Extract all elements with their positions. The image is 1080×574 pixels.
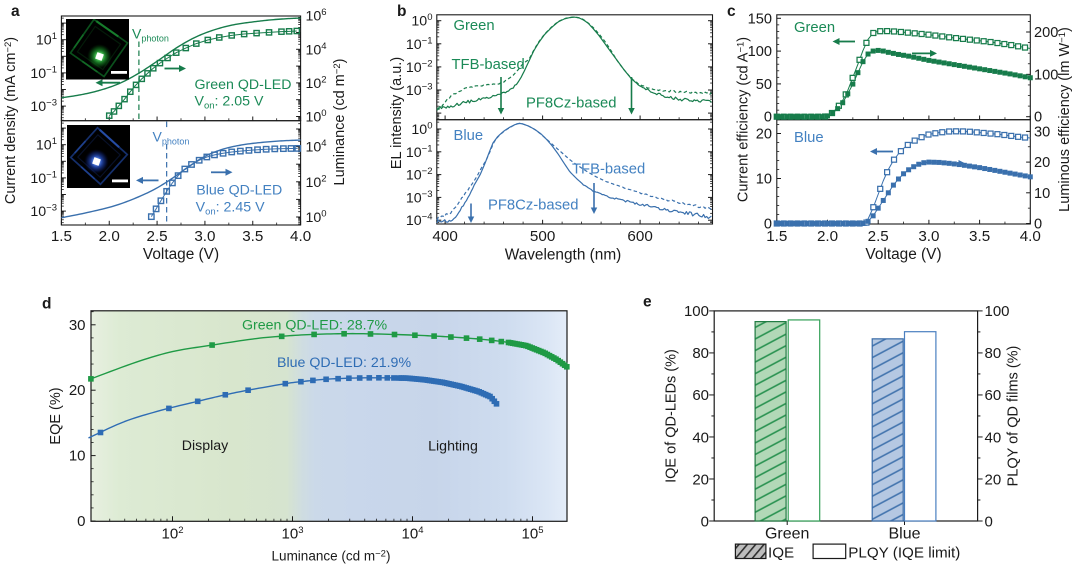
svg-text:Voltage (V): Voltage (V) <box>143 246 219 263</box>
svg-text:Current density (mA cm−2): Current density (mA cm−2) <box>3 37 19 204</box>
svg-text:100: 100 <box>684 303 709 320</box>
svg-text:Green QD-LED: Green QD-LED <box>195 77 292 93</box>
svg-text:30: 30 <box>69 317 86 334</box>
svg-text:Luminance (cd m−2): Luminance (cd m−2) <box>272 549 391 564</box>
svg-text:b: b <box>397 3 406 20</box>
svg-text:80: 80 <box>985 345 1002 362</box>
svg-text:EQE (%): EQE (%) <box>48 387 64 444</box>
svg-text:3.5: 3.5 <box>969 228 990 245</box>
svg-text:0: 0 <box>985 513 993 530</box>
svg-text:PF8Cz-based: PF8Cz-based <box>526 96 616 112</box>
svg-text:Blue: Blue <box>794 130 824 146</box>
svg-text:2.0: 2.0 <box>99 228 120 245</box>
svg-text:2.0: 2.0 <box>817 228 838 245</box>
svg-text:e: e <box>643 294 652 311</box>
svg-text:Wavelength (nm): Wavelength (nm) <box>505 247 622 264</box>
svg-text:Blue: Blue <box>888 525 920 542</box>
svg-text:600: 600 <box>627 228 652 245</box>
svg-text:4.0: 4.0 <box>290 228 311 245</box>
svg-text:TFB-based: TFB-based <box>452 57 525 73</box>
svg-text:3.0: 3.0 <box>194 228 215 245</box>
svg-text:Green: Green <box>794 20 835 36</box>
svg-text:10: 10 <box>1034 186 1050 202</box>
svg-text:500: 500 <box>530 228 555 245</box>
svg-text:Display: Display <box>182 438 229 454</box>
svg-text:EL intensity (a.u.): EL intensity (a.u.) <box>389 57 405 169</box>
svg-text:20: 20 <box>692 471 709 488</box>
svg-text:a: a <box>11 3 20 20</box>
svg-text:10: 10 <box>69 448 86 465</box>
svg-text:Green: Green <box>765 525 809 542</box>
svg-text:100: 100 <box>985 303 1010 320</box>
svg-text:IQE of QD-LEDs (%): IQE of QD-LEDs (%) <box>664 349 680 483</box>
svg-text:20: 20 <box>985 471 1002 488</box>
svg-text:2.5: 2.5 <box>147 228 168 245</box>
svg-text:0: 0 <box>701 513 709 530</box>
svg-text:10: 10 <box>756 172 772 188</box>
svg-text:Green: Green <box>454 18 495 34</box>
svg-text:80: 80 <box>692 345 709 362</box>
svg-text:d: d <box>42 296 51 313</box>
svg-text:0: 0 <box>764 110 772 126</box>
svg-text:1.5: 1.5 <box>51 228 72 245</box>
svg-text:Blue: Blue <box>454 128 484 144</box>
svg-text:20: 20 <box>1034 155 1050 171</box>
svg-text:Current efficiency (cd A−1): Current efficiency (cd A−1) <box>736 37 752 202</box>
svg-text:Voltage (V): Voltage (V) <box>865 246 941 263</box>
svg-text:3.5: 3.5 <box>242 228 263 245</box>
svg-text:1.5: 1.5 <box>766 228 787 245</box>
svg-text:400: 400 <box>432 228 457 245</box>
svg-text:40: 40 <box>692 429 709 446</box>
svg-text:150: 150 <box>748 11 772 27</box>
svg-text:40: 40 <box>985 429 1002 446</box>
svg-text:105: 105 <box>522 525 544 543</box>
svg-text:200: 200 <box>1034 25 1058 41</box>
svg-text:104: 104 <box>402 525 424 543</box>
svg-text:0: 0 <box>1034 110 1042 126</box>
svg-text:103: 103 <box>282 525 304 543</box>
svg-text:30: 30 <box>1034 124 1050 140</box>
svg-text:3.0: 3.0 <box>918 228 939 245</box>
svg-text:Luminous efficiency (lm W−1): Luminous efficiency (lm W−1) <box>1057 27 1073 212</box>
svg-text:Luminance (cd m−2): Luminance (cd m−2) <box>332 59 348 186</box>
svg-text:Blue QD-LED: 21.9%: Blue QD-LED: 21.9% <box>277 355 411 371</box>
svg-text:20: 20 <box>69 382 86 399</box>
svg-text:4.0: 4.0 <box>1020 228 1041 245</box>
svg-text:50: 50 <box>756 77 772 93</box>
svg-text:2.5: 2.5 <box>868 228 889 245</box>
svg-text:PF8Cz-based: PF8Cz-based <box>488 198 578 214</box>
svg-text:Green QD-LED: 28.7%: Green QD-LED: 28.7% <box>242 318 387 334</box>
svg-text:100: 100 <box>748 44 772 60</box>
svg-text:20: 20 <box>756 127 772 143</box>
svg-text:c: c <box>727 3 736 20</box>
svg-text:IQE: IQE <box>768 545 794 562</box>
svg-text:0: 0 <box>1034 217 1042 233</box>
svg-text:102: 102 <box>162 525 184 543</box>
svg-text:PLQY of QD films (%): PLQY of QD films (%) <box>1006 346 1022 487</box>
svg-text:60: 60 <box>692 387 709 404</box>
svg-text:0: 0 <box>764 217 772 233</box>
svg-text:Blue QD-LED: Blue QD-LED <box>196 183 282 199</box>
svg-text:0: 0 <box>77 513 85 530</box>
svg-text:60: 60 <box>985 387 1002 404</box>
svg-text:TFB-based: TFB-based <box>572 162 645 178</box>
svg-text:100: 100 <box>1034 67 1058 83</box>
svg-text:PLQY (IQE limit): PLQY (IQE limit) <box>848 545 960 562</box>
svg-text:Lighting: Lighting <box>428 439 478 455</box>
